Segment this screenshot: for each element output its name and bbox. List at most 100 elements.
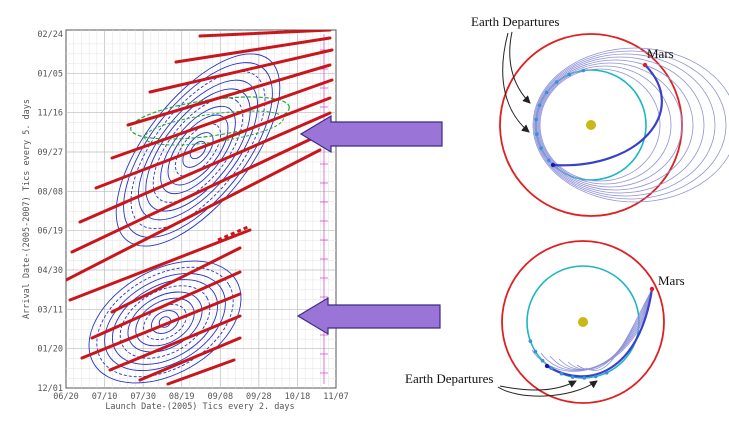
contour-line <box>145 88 251 212</box>
contour-line <box>189 140 207 160</box>
y-axis-label: Arrival Date-(2005-2007) Tics every 5. d… <box>22 99 32 319</box>
transfer-orbit <box>539 68 661 182</box>
departure-dot <box>534 132 539 136</box>
earth-departures-label: Earth Departures <box>405 371 493 386</box>
green-contour <box>144 110 284 146</box>
departure-dot <box>582 376 587 380</box>
y-tick-label: 04/30 <box>37 266 63 276</box>
transfer-arc-highlight <box>546 288 654 378</box>
bottom-pointer-arrow <box>296 296 441 336</box>
contour-line <box>111 279 219 365</box>
transfer-trajectories <box>531 288 654 378</box>
tof-line <box>90 270 242 340</box>
transfer-orbit <box>558 288 653 370</box>
contour-line <box>115 53 281 247</box>
mars-label: Mars <box>647 46 674 61</box>
mars-orbit <box>501 240 665 404</box>
earth-departures-label: Earth Departures <box>471 14 559 29</box>
transfer-orbit <box>576 288 653 371</box>
tof-line <box>198 30 332 38</box>
transfer-orbit <box>535 56 705 194</box>
tof-line <box>108 314 242 372</box>
x-axis-label: Launch Date-(2005) Tics every 2. days <box>105 402 294 412</box>
x-tick-label: 08/19 <box>169 392 195 402</box>
departure-dot <box>559 371 564 376</box>
departure-dot <box>593 374 598 379</box>
departure-dot <box>533 349 538 354</box>
y-tick-label: 01/20 <box>37 345 63 355</box>
mars-label: Mars <box>658 273 685 288</box>
departure-dot <box>604 370 609 375</box>
x-tick-labels: 06/20 07/10 07/30 08/19 09/08 09/28 10/18 11/07 <box>53 392 349 402</box>
departure-dot <box>549 366 554 371</box>
x-tick-label: 10/18 <box>285 392 311 402</box>
tof-line <box>138 336 242 382</box>
departure-dot <box>540 358 545 363</box>
departure-pointer-arrow <box>497 380 598 397</box>
departure-dot <box>534 117 539 122</box>
transfer-orbit <box>534 53 716 197</box>
contour-line <box>175 123 221 177</box>
transfer-orbit <box>549 288 653 371</box>
lower-contour-family <box>88 260 242 384</box>
contour-line <box>123 62 273 238</box>
y-tick-label: 11/16 <box>37 109 63 119</box>
departure-dot <box>537 103 542 108</box>
top-pointer-arrow <box>299 114 443 154</box>
mars-marker <box>649 286 655 292</box>
contour-line <box>88 260 242 384</box>
x-tick-label: 11/07 <box>323 392 349 402</box>
tof-line <box>94 96 332 190</box>
plot-grid <box>66 30 336 388</box>
tof-line <box>80 292 242 360</box>
x-tick-label: 07/10 <box>92 392 118 402</box>
contour-line <box>119 285 211 359</box>
departure-dot <box>544 90 549 95</box>
x-tick-label: 09/28 <box>246 392 272 402</box>
left-arrow-shape <box>299 114 443 154</box>
transfer-orbit <box>536 59 694 191</box>
arrival-marker <box>544 363 550 369</box>
orbit-diagram-bottom: Mars Earth Departures <box>405 240 685 404</box>
y-tick-labels: 02/24 01/05 11/16 09/27 08/08 06/19 04/30 03/11… <box>37 30 63 394</box>
transfer-orbit <box>567 288 653 370</box>
tof-line <box>166 358 236 386</box>
tof-line <box>66 148 322 282</box>
sun-icon <box>578 317 588 327</box>
contour-line <box>96 266 234 378</box>
departure-pointer-arrow <box>509 31 531 104</box>
left-arrow-shape <box>296 296 441 336</box>
departure-markers <box>534 68 586 163</box>
departure-pointer-arrow <box>502 32 530 133</box>
departure-dot <box>547 158 551 163</box>
departure-dot <box>554 80 559 84</box>
tof-line <box>110 78 334 160</box>
tof-line <box>70 128 332 254</box>
contour-line <box>152 97 244 203</box>
y-tick-label: 01/05 <box>37 69 63 79</box>
y-tick-label: 02/24 <box>37 30 63 40</box>
tof-line <box>174 36 332 64</box>
departure-dot <box>528 339 533 343</box>
sun-icon <box>586 120 596 130</box>
tof-line <box>68 228 252 302</box>
departure-markers <box>528 339 609 380</box>
tof-line <box>78 111 332 224</box>
x-tick-label: 09/08 <box>207 392 233 402</box>
contour-line <box>127 291 203 353</box>
contour-line <box>104 272 226 372</box>
transfer-arc-highlight <box>552 64 663 167</box>
x-tick-label: 06/20 <box>53 392 79 402</box>
time-of-flight-lines <box>66 30 334 386</box>
orbit-diagram-top: Mars Earth Departures <box>471 14 729 217</box>
porkchop-plot: 06/20 07/10 07/30 08/19 09/08 09/28 10/18 11/07… <box>22 29 349 412</box>
transfer-orbit <box>538 65 672 185</box>
tof-line-fragment <box>217 225 249 242</box>
transfer-orbit <box>532 47 729 203</box>
y-tick-label: 08/08 <box>37 187 63 197</box>
tof-line <box>148 48 334 94</box>
departure-dot <box>570 375 575 379</box>
transfer-trajectories <box>532 47 729 203</box>
departure-dot <box>581 68 586 73</box>
